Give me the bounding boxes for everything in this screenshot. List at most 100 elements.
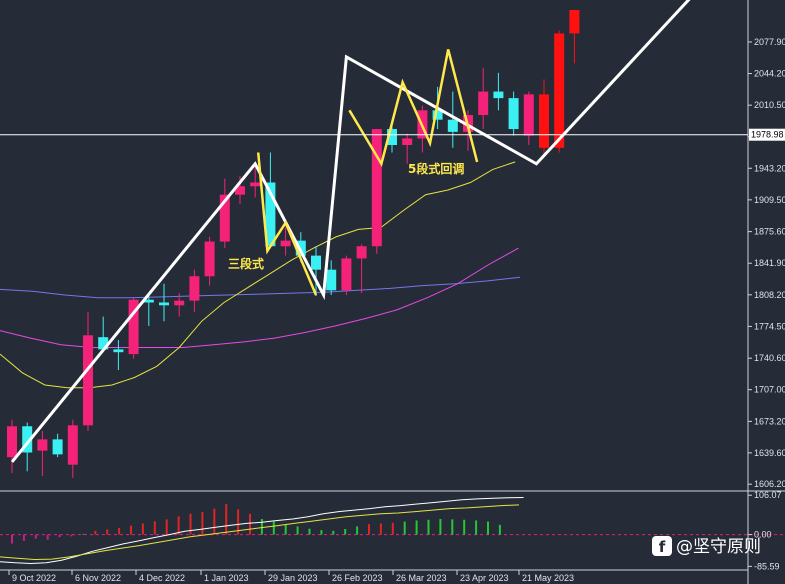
candle: [478, 68, 489, 130]
candle-body: [356, 246, 367, 259]
price-tick-label: 1808.20: [754, 290, 785, 300]
wave-five-segment-path: [348, 49, 479, 168]
candle: [523, 91, 534, 145]
price-tick-label: 1943.20: [754, 163, 785, 173]
candle-body: [387, 129, 397, 145]
current-price-label: 1978.98: [751, 130, 784, 140]
wave-three-segment-path: [256, 152, 318, 296]
time-tick-label: 1 Jan 2023: [204, 573, 249, 583]
wave-white-path: [10, 0, 691, 463]
candle: [204, 236, 215, 286]
current-price-tag: [749, 128, 785, 141]
candle-body: [265, 182, 276, 247]
candle: [508, 91, 519, 136]
macd-tick-label: -85.59: [754, 561, 780, 571]
candle: [219, 178, 230, 249]
candle-body: [204, 241, 215, 277]
candle: [22, 422, 33, 472]
candle: [265, 152, 276, 249]
candle-body: [83, 335, 93, 426]
price-tick-label: 1673.20: [754, 416, 785, 426]
price-tick-label: 2010.50: [754, 100, 785, 110]
macd-tick-label: 0.00: [754, 530, 772, 540]
candle-body: [174, 300, 185, 306]
annotation-three-wave: 三段式: [228, 256, 264, 271]
time-tick-label: 26 Mar 2023: [396, 573, 447, 583]
time-tick-label: 29 Jan 2023: [268, 573, 318, 583]
time-tick-label: 9 Oct 2022: [12, 573, 56, 583]
candle-body: [311, 255, 321, 270]
wave-overlays: [10, 0, 691, 463]
candle: [371, 129, 382, 254]
price-tick-label: 2044.20: [754, 69, 785, 79]
macd-signal-line: [0, 504, 520, 561]
candle-body: [493, 91, 504, 99]
time-axis: 9 Oct 2022 6 Nov 2022 4 Dec 2022 1 Jan 2023…: [8, 570, 574, 583]
candle-body: [371, 129, 382, 247]
candle-body: [402, 138, 413, 145]
candle: [83, 311, 93, 431]
price-tick-label: 1639.60: [754, 448, 785, 458]
current-price-line: 1978.98: [0, 128, 785, 141]
candle: [402, 133, 413, 164]
candle: [98, 316, 109, 352]
watermark-text: @坚守原则: [676, 537, 761, 557]
time-tick-label: 23 Apr 2023: [460, 573, 509, 583]
time-tick-label: 6 Nov 2022: [75, 573, 121, 583]
macd-tick-label: 106.07: [754, 490, 782, 500]
candle-body: [67, 425, 78, 465]
candle-body: [539, 94, 549, 148]
candle: [356, 244, 367, 294]
time-tick-label: 26 Feb 2023: [332, 573, 383, 583]
candle-body: [159, 302, 169, 306]
candle-body: [143, 299, 154, 303]
candle-body: [113, 349, 124, 353]
candle-body: [37, 439, 48, 451]
candle: [143, 293, 154, 326]
candle-body: [22, 426, 33, 453]
candle: [113, 340, 124, 370]
candle: [447, 91, 458, 148]
facebook-logo-letter: f: [659, 538, 666, 556]
candle-body: [250, 182, 261, 187]
candle: [341, 255, 352, 295]
candle-body: [98, 337, 109, 350]
price-tick-label: 1740.60: [754, 353, 785, 363]
candle: [189, 269, 200, 312]
candle: [326, 260, 337, 295]
candle-body: [52, 439, 63, 455]
candle-body: [341, 258, 352, 291]
time-tick-label: 21 May 2023: [522, 573, 574, 583]
candle: [174, 293, 185, 317]
candle-body: [280, 240, 291, 247]
candle-body: [432, 110, 443, 120]
candle-body: [554, 33, 565, 148]
time-tick-label: 4 Dec 2022: [139, 573, 185, 583]
candle-body: [326, 269, 337, 291]
price-tick-label: 1774.50: [754, 321, 785, 331]
candle: [52, 433, 63, 458]
candle: [493, 72, 504, 111]
candle: [159, 283, 169, 322]
price-tick-label: 1606.20: [754, 479, 785, 489]
candle: [67, 419, 78, 478]
candle-body: [508, 98, 519, 130]
candle: [311, 246, 321, 296]
annotation-five-wave: 5段式回调: [408, 161, 464, 176]
price-tick-label: 1875.60: [754, 227, 785, 237]
price-tick-label: 2077.90: [754, 37, 785, 47]
candle: [539, 79, 549, 158]
candle: [7, 419, 17, 474]
macd-panel: 106.07 0.00 -85.59: [0, 490, 785, 571]
candle: [569, 10, 580, 64]
macd-line: [0, 497, 524, 565]
candle: [250, 161, 261, 198]
candle-body: [128, 299, 139, 355]
candle-body: [523, 94, 534, 136]
candle-body: [235, 186, 245, 195]
candle-body: [219, 194, 230, 242]
candle: [128, 297, 139, 359]
candle-body: [447, 119, 458, 132]
